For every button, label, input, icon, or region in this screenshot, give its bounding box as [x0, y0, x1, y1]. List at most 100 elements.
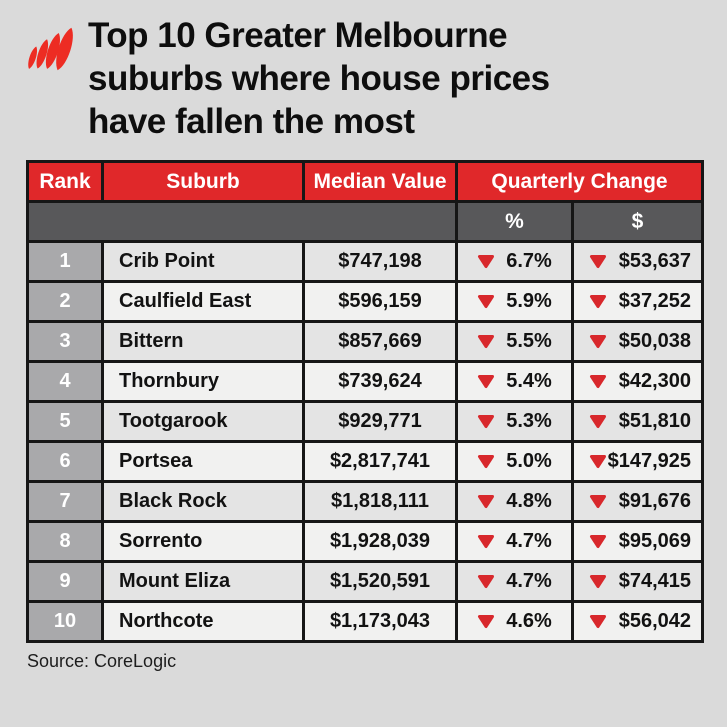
table-body: 1 Crib Point $747,198 6.7% $53,637 — [26, 240, 704, 643]
change-dollar-value: $51,810 — [618, 410, 691, 432]
quarterly-change-percent-cell: 4.7% — [455, 520, 574, 563]
down-arrow-icon — [477, 494, 495, 509]
change-percent-value: 5.0% — [506, 450, 552, 472]
change-dollar-value: $147,925 — [607, 450, 691, 472]
change-percent-value: 4.7% — [506, 530, 552, 552]
rank-cell: 5 — [26, 400, 104, 443]
column-header-percent: % — [455, 200, 574, 243]
down-arrow-icon — [589, 454, 607, 469]
column-header-suburb: Suburb — [101, 160, 305, 203]
median-value-cell: $1,520,591 — [302, 560, 458, 603]
median-value-cell: $739,624 — [302, 360, 458, 403]
header-row: Rank Suburb Median Value Quarterly Chang… — [26, 160, 704, 203]
down-arrow-icon — [589, 374, 607, 389]
median-value-cell: $1,173,043 — [302, 600, 458, 643]
quarterly-change-dollar-cell: $42,300 — [571, 360, 704, 403]
table-row: 9 Mount Eliza $1,520,591 4.7% $74, — [26, 560, 704, 603]
column-header-dollar: $ — [571, 200, 704, 243]
rank-cell: 10 — [26, 600, 104, 643]
median-value-cell: $1,818,111 — [302, 480, 458, 523]
down-arrow-icon — [477, 254, 495, 269]
subheader-spacer — [26, 200, 458, 243]
quarterly-change-percent-cell: 5.4% — [455, 360, 574, 403]
price-table: Rank Suburb Median Value Quarterly Chang… — [26, 160, 704, 643]
change-percent-value: 4.6% — [506, 610, 552, 632]
suburb-cell: Crib Point — [101, 240, 305, 283]
rank-cell: 6 — [26, 440, 104, 483]
masthead: Top 10 Greater Melbourne suburbs where h… — [0, 0, 727, 143]
change-dollar-value: $53,637 — [618, 250, 691, 272]
down-arrow-icon — [589, 334, 607, 349]
table-row: 2 Caulfield East $596,159 5.9% $37 — [26, 280, 704, 323]
title-line-1: Top 10 Greater Melbourne — [88, 16, 508, 55]
quarterly-change-percent-cell: 5.9% — [455, 280, 574, 323]
suburb-cell: Thornbury — [101, 360, 305, 403]
down-arrow-icon — [477, 374, 495, 389]
median-value-cell: $1,928,039 — [302, 520, 458, 563]
quarterly-change-dollar-cell: $50,038 — [571, 320, 704, 363]
price-table-container: Rank Suburb Median Value Quarterly Chang… — [26, 160, 704, 643]
change-dollar-value: $50,038 — [618, 330, 691, 352]
title-line-2: suburbs where house prices — [88, 59, 550, 98]
table-header: Rank Suburb Median Value Quarterly Chang… — [26, 160, 704, 243]
quarterly-change-percent-cell: 5.5% — [455, 320, 574, 363]
down-arrow-icon — [589, 254, 607, 269]
quarterly-change-dollar-cell: $37,252 — [571, 280, 704, 323]
down-arrow-icon — [477, 334, 495, 349]
quarterly-change-dollar-cell: $95,069 — [571, 520, 704, 563]
quarterly-change-percent-cell: 4.8% — [455, 480, 574, 523]
quarterly-change-percent-cell: 5.0% — [455, 440, 574, 483]
change-dollar-value: $74,415 — [618, 570, 691, 592]
title-line-3: have fallen the most — [88, 102, 415, 141]
rank-cell: 4 — [26, 360, 104, 403]
column-header-median-value: Median Value — [302, 160, 458, 203]
median-value-cell: $2,817,741 — [302, 440, 458, 483]
median-value-cell: $929,771 — [302, 400, 458, 443]
down-arrow-icon — [589, 574, 607, 589]
table-row: 1 Crib Point $747,198 6.7% $53,637 — [26, 240, 704, 283]
suburb-cell: Black Rock — [101, 480, 305, 523]
down-arrow-icon — [589, 414, 607, 429]
change-percent-value: 6.7% — [506, 250, 552, 272]
rank-cell: 9 — [26, 560, 104, 603]
change-percent-value: 5.9% — [506, 290, 552, 312]
change-percent-value: 4.7% — [506, 570, 552, 592]
suburb-cell: Caulfield East — [101, 280, 305, 323]
change-dollar-value: $91,676 — [618, 490, 691, 512]
rank-cell: 2 — [26, 280, 104, 323]
median-value-cell: $747,198 — [302, 240, 458, 283]
change-percent-value: 4.8% — [506, 490, 552, 512]
change-percent-value: 5.3% — [506, 410, 552, 432]
down-arrow-icon — [477, 454, 495, 469]
quarterly-change-percent-cell: 4.7% — [455, 560, 574, 603]
down-arrow-icon — [589, 294, 607, 309]
quarterly-change-dollar-cell: $91,676 — [571, 480, 704, 523]
quarterly-change-percent-cell: 6.7% — [455, 240, 574, 283]
column-header-quarterly-change: Quarterly Change — [455, 160, 704, 203]
rank-cell: 3 — [26, 320, 104, 363]
column-header-rank: Rank — [26, 160, 104, 203]
median-value-cell: $596,159 — [302, 280, 458, 323]
change-dollar-value: $56,042 — [618, 610, 691, 632]
rank-cell: 8 — [26, 520, 104, 563]
rank-cell: 1 — [26, 240, 104, 283]
suburb-cell: Bittern — [101, 320, 305, 363]
down-arrow-icon — [589, 494, 607, 509]
table-row: 7 Black Rock $1,818,111 4.8% $91,6 — [26, 480, 704, 523]
quarterly-change-dollar-cell: $53,637 — [571, 240, 704, 283]
source-attribution: Source: CoreLogic — [27, 651, 177, 671]
suburb-cell: Sorrento — [101, 520, 305, 563]
down-arrow-icon — [477, 574, 495, 589]
table-row: 6 Portsea $2,817,741 5.0% $147,925 — [26, 440, 704, 483]
down-arrow-icon — [477, 294, 495, 309]
quarterly-change-dollar-cell: $51,810 — [571, 400, 704, 443]
down-arrow-icon — [477, 614, 495, 629]
change-percent-value: 5.4% — [506, 370, 552, 392]
quarterly-change-dollar-cell: $147,925 — [571, 440, 704, 483]
suburb-cell: Mount Eliza — [101, 560, 305, 603]
down-arrow-icon — [589, 614, 607, 629]
suburb-cell: Portsea — [101, 440, 305, 483]
median-value-cell: $857,669 — [302, 320, 458, 363]
change-dollar-value: $95,069 — [618, 530, 691, 552]
